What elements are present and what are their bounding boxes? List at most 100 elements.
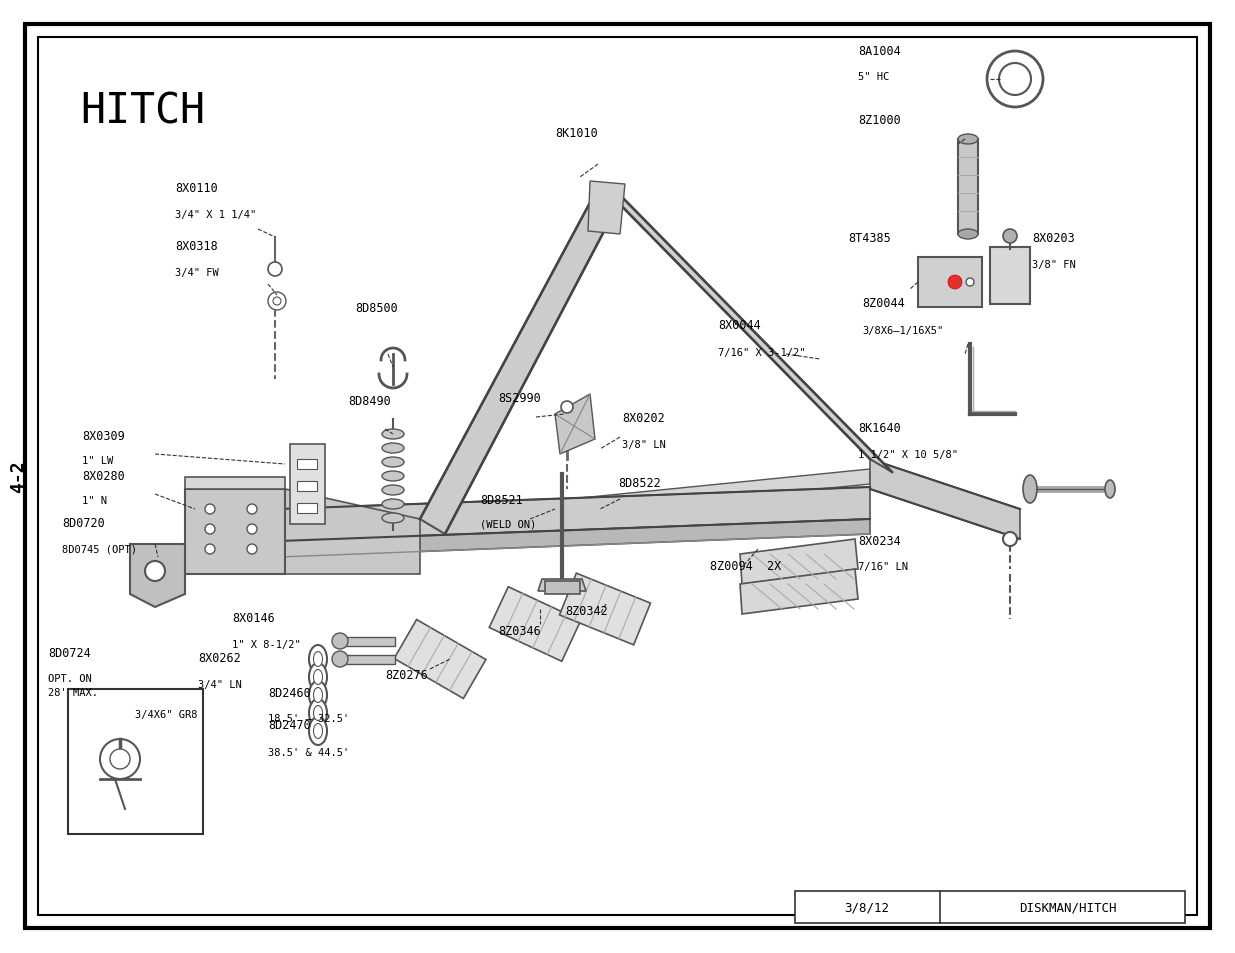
Text: 8Z1000: 8Z1000 (858, 113, 900, 127)
Circle shape (332, 651, 348, 667)
Text: DISKMAN/HITCH: DISKMAN/HITCH (1019, 901, 1116, 914)
Text: 8T4385: 8T4385 (848, 232, 890, 245)
Polygon shape (538, 579, 585, 592)
Text: 1" X 8-1/2": 1" X 8-1/2" (232, 639, 301, 649)
Polygon shape (740, 569, 858, 615)
Circle shape (247, 524, 257, 535)
Bar (340, 638, 395, 646)
Ellipse shape (382, 430, 404, 439)
Ellipse shape (314, 706, 322, 720)
Ellipse shape (382, 485, 404, 496)
Ellipse shape (314, 670, 322, 685)
Text: 8D8522: 8D8522 (618, 476, 661, 490)
Text: 8K1640: 8K1640 (858, 421, 900, 435)
Circle shape (332, 634, 348, 649)
Ellipse shape (309, 681, 327, 709)
Bar (68, 689, 203, 834)
Polygon shape (285, 490, 420, 575)
Circle shape (247, 544, 257, 555)
Text: 3/4X6" GR8: 3/4X6" GR8 (135, 709, 198, 720)
Text: 8X0318: 8X0318 (175, 240, 217, 253)
Circle shape (948, 275, 962, 290)
Ellipse shape (314, 723, 322, 739)
Ellipse shape (382, 499, 404, 510)
Circle shape (144, 561, 165, 581)
Polygon shape (555, 395, 595, 455)
Text: 8D0724: 8D0724 (48, 646, 90, 659)
Text: 8Z0276: 8Z0276 (385, 668, 427, 681)
Ellipse shape (382, 457, 404, 468)
Text: 4-2: 4-2 (9, 460, 27, 493)
Text: 8Z0044: 8Z0044 (862, 296, 905, 310)
Text: 8D2470: 8D2470 (268, 719, 311, 731)
Text: 8A1004: 8A1004 (858, 45, 900, 58)
Text: 8X0110: 8X0110 (175, 182, 217, 194)
Ellipse shape (958, 230, 978, 240)
Circle shape (205, 524, 215, 535)
Text: 3/8X6–1/16X5": 3/8X6–1/16X5" (862, 326, 944, 335)
Text: 8D0720: 8D0720 (62, 517, 105, 530)
Bar (296, 481, 317, 492)
Polygon shape (185, 477, 285, 490)
Ellipse shape (382, 514, 404, 523)
Polygon shape (990, 248, 1030, 305)
Circle shape (561, 401, 573, 414)
Polygon shape (394, 619, 485, 699)
Polygon shape (740, 539, 858, 584)
Text: 3/8" LN: 3/8" LN (622, 439, 666, 450)
Bar (795, 891, 1186, 923)
Text: 8S2990: 8S2990 (498, 392, 541, 405)
Circle shape (987, 52, 1044, 108)
Polygon shape (280, 488, 869, 541)
Text: 8X0044: 8X0044 (718, 318, 761, 332)
Text: 18.5' – 32.5': 18.5' – 32.5' (268, 713, 350, 723)
Text: 28' MAX.: 28' MAX. (48, 687, 98, 698)
Text: 1 1/2" X 10 5/8": 1 1/2" X 10 5/8" (858, 450, 958, 459)
Circle shape (999, 64, 1031, 96)
Text: 8D8500: 8D8500 (354, 302, 398, 314)
Polygon shape (420, 470, 869, 530)
Circle shape (1003, 230, 1016, 244)
Circle shape (273, 297, 282, 306)
Text: 1" N: 1" N (82, 496, 107, 505)
Bar (296, 459, 317, 470)
Text: 38.5' & 44.5': 38.5' & 44.5' (268, 747, 350, 758)
Text: 8D2460: 8D2460 (268, 686, 311, 700)
Polygon shape (130, 544, 185, 607)
Text: 8X0262: 8X0262 (198, 651, 241, 664)
Text: 8X0146: 8X0146 (232, 612, 274, 624)
Ellipse shape (1105, 480, 1115, 498)
Text: 8X0280: 8X0280 (82, 470, 125, 482)
Ellipse shape (309, 645, 327, 673)
Text: 8Z0342: 8Z0342 (564, 604, 608, 618)
Text: 8X0202: 8X0202 (622, 412, 664, 424)
Ellipse shape (382, 472, 404, 481)
Text: 8Z0346: 8Z0346 (498, 624, 541, 638)
Circle shape (110, 749, 130, 769)
Polygon shape (489, 587, 580, 661)
Ellipse shape (958, 135, 978, 145)
Text: 8X0234: 8X0234 (858, 535, 900, 547)
Ellipse shape (1023, 476, 1037, 503)
Text: 7/16" LN: 7/16" LN (858, 561, 908, 572)
Ellipse shape (309, 718, 327, 745)
Polygon shape (290, 444, 325, 524)
Polygon shape (420, 185, 622, 535)
Ellipse shape (314, 688, 322, 702)
Text: 8D0745 (OPT): 8D0745 (OPT) (62, 544, 137, 555)
Circle shape (205, 504, 215, 515)
Polygon shape (185, 490, 285, 575)
Ellipse shape (309, 663, 327, 691)
Text: 3/4" LN: 3/4" LN (198, 679, 242, 689)
Text: 8X0203: 8X0203 (1032, 232, 1074, 245)
Text: 5" HC: 5" HC (858, 71, 889, 82)
Polygon shape (869, 459, 1020, 539)
Text: 8K1010: 8K1010 (555, 127, 598, 140)
Polygon shape (545, 581, 580, 595)
Text: OPT. ON: OPT. ON (48, 673, 91, 683)
Text: 8D8521: 8D8521 (480, 494, 522, 506)
Text: 8X0309: 8X0309 (82, 430, 125, 442)
Ellipse shape (314, 652, 322, 667)
Bar (296, 503, 317, 514)
Bar (340, 656, 395, 664)
